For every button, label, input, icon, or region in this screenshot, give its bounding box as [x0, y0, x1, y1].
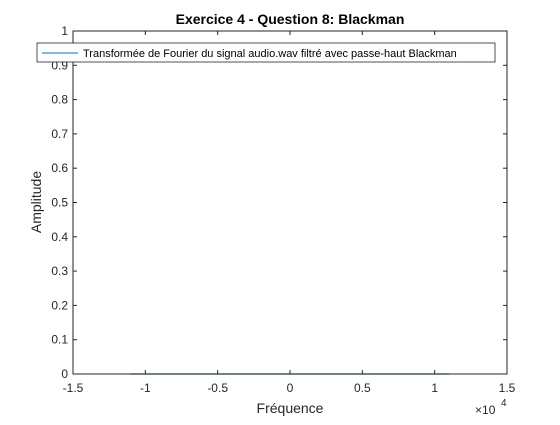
x-exponent: ×10 4	[475, 398, 507, 417]
chart-title: Exercice 4 - Question 8: Blackman	[176, 11, 405, 27]
x-tick-label: -0.5	[207, 381, 228, 395]
x-tick-label: 1.5	[499, 381, 516, 395]
y-ticks: 00.10.20.30.40.50.60.70.80.91	[51, 24, 507, 381]
y-axis-label: Amplitude	[28, 171, 44, 233]
legend-box	[36, 42, 496, 63]
legend-entry-label: Transformée de Fourier du signal audio.w…	[83, 48, 457, 60]
y-tick-label: 1	[61, 24, 68, 38]
y-tick-label: 0.7	[51, 127, 68, 141]
y-tick-label: 0.6	[51, 161, 68, 175]
y-tick-label: 0.1	[51, 333, 68, 347]
x-tick-label: -1.5	[63, 381, 84, 395]
y-tick-label: 0.2	[51, 298, 68, 312]
x-axis-label: Fréquence	[257, 400, 324, 416]
plot-area	[73, 31, 507, 374]
y-tick-label: 0.5	[51, 196, 68, 210]
y-tick-label: 0	[61, 367, 68, 381]
x-tick-label: -1	[140, 381, 151, 395]
x-tick-label: 0.5	[354, 381, 371, 395]
x-tick-label: 1	[431, 381, 438, 395]
y-tick-label: 0.4	[51, 230, 68, 244]
x-ticks: -1.5 -1 -0.5 0 0.5 1 1.5	[63, 31, 516, 395]
x-exponent-base: ×10	[475, 403, 496, 417]
y-tick-label: 0.8	[51, 93, 68, 107]
x-exponent-power: 4	[501, 398, 507, 409]
x-exponent-sign: ×	[475, 403, 482, 417]
x-tick-label: 0	[287, 381, 294, 395]
y-tick-label: 0.3	[51, 264, 68, 278]
legend: Transformée de Fourier du signal audio.w…	[36, 42, 496, 63]
x-exponent-base-value: 10	[482, 403, 496, 417]
